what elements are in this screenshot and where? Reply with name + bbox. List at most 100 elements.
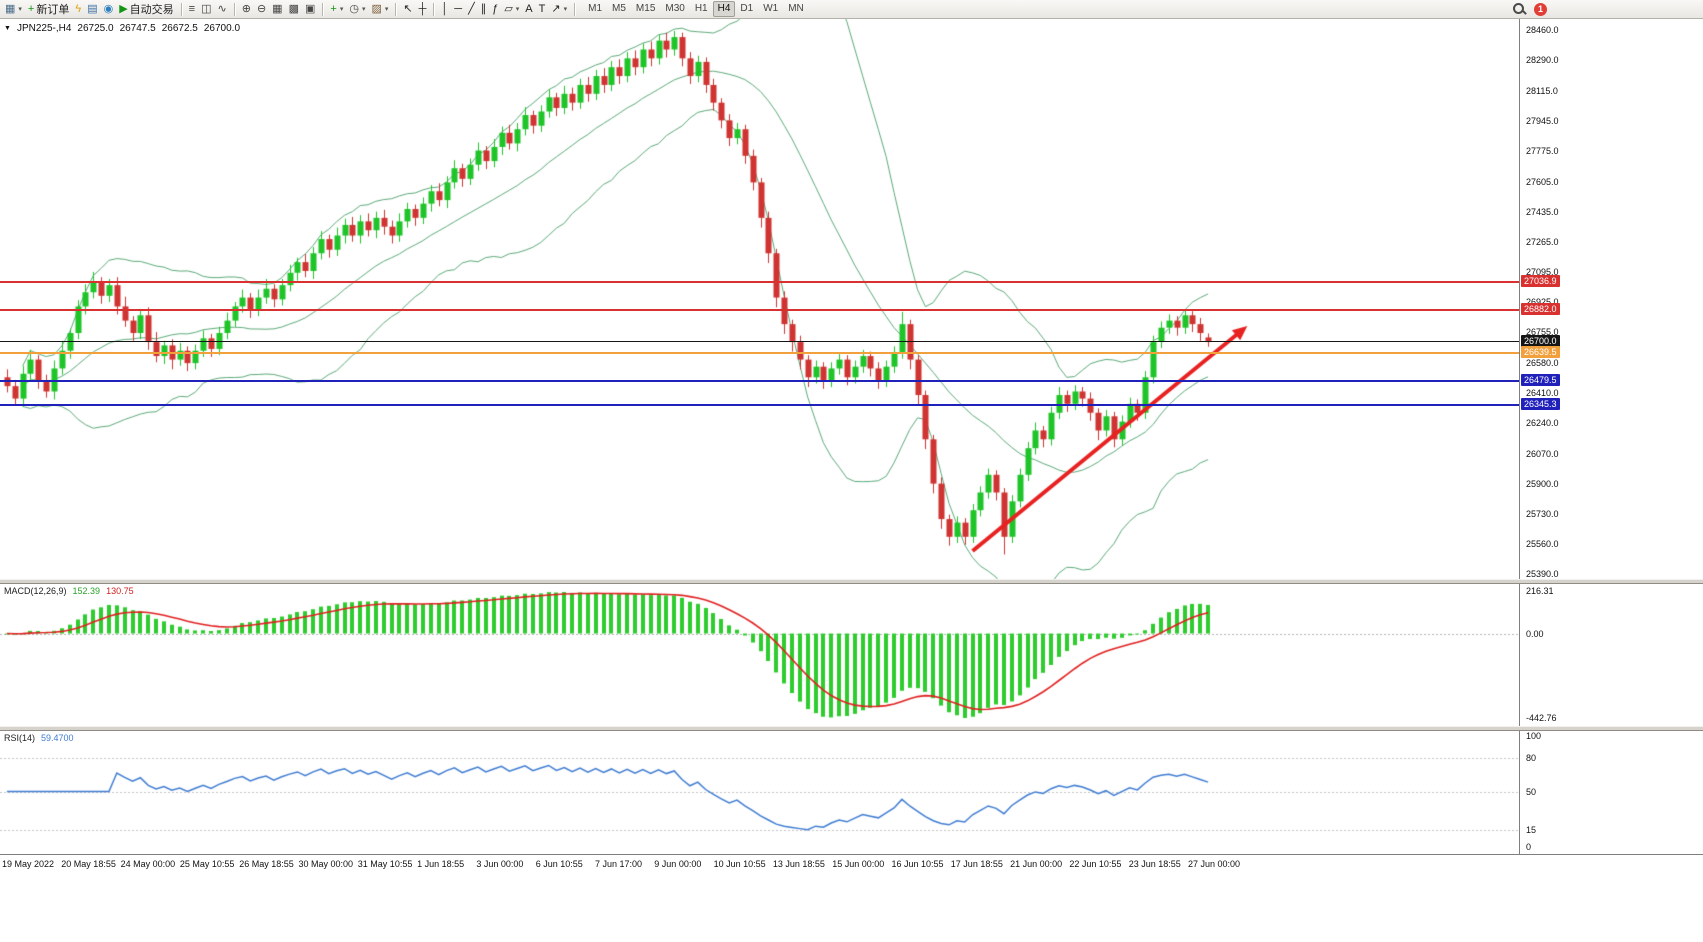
tile-windows-icon[interactable]: ▦ [269, 1, 285, 17]
timeframe-switcher: M1 M5 M15 M30 H1 H4 D1 W1 MN [583, 1, 809, 17]
text-icon: A [525, 3, 533, 15]
support-line-upper[interactable] [0, 379, 1519, 382]
arrow-object-icon: ↗ [551, 3, 561, 15]
lightning-icon[interactable]: ϟ [72, 1, 84, 17]
price-axis-label: 27435.0 [1526, 206, 1559, 217]
shapes-icon[interactable]: ▱ ▾ [501, 1, 522, 17]
time-axis-label: 30 May 00:00 [298, 859, 354, 869]
price-axis-label: 27945.0 [1526, 116, 1559, 127]
tile-windows-icon: ▦ [272, 3, 283, 15]
timeframe-m5[interactable]: M5 [612, 3, 626, 14]
arrow-object-icon[interactable]: ↗ ▾ [548, 1, 570, 17]
resistance-line-upper-price-badge: 27036.9 [1521, 275, 1560, 288]
timeframe-h1[interactable]: H1 [694, 3, 708, 14]
crosshair-icon[interactable]: ┼ [416, 1, 430, 17]
macd-chart-canvas[interactable] [0, 584, 1519, 726]
templates-icon[interactable]: ▨ ▾ [368, 1, 391, 17]
time-axis-label: 16 Jun 10:55 [891, 859, 944, 869]
macd-panel[interactable]: MACD(12,26,9) 152.39 130.75 [0, 584, 1519, 726]
rsi-panel[interactable]: RSI(14) 59.4700 [0, 731, 1519, 854]
time-axis[interactable]: 19 May 2022 20 May 18:55 24 May 00:00 25 Ma… [0, 854, 1703, 873]
line-chart-type-icon[interactable]: ∿ [215, 1, 230, 17]
chevron-down-icon[interactable]: ▼ [4, 25, 11, 32]
price-axis-label: 28115.0 [1526, 86, 1558, 97]
arrange-windows-icon: ▣ [304, 3, 316, 15]
candlestick-chart-canvas[interactable] [0, 19, 1519, 579]
pivot-line-orange-price-badge: 26639.5 [1521, 345, 1560, 358]
support-line-lower[interactable] [0, 403, 1519, 406]
price-axis-label: 26580.0 [1526, 358, 1559, 369]
periods-icon[interactable]: ◷ ▾ [346, 1, 368, 17]
text-label-icon[interactable]: T [536, 1, 549, 17]
arrange-windows-icon[interactable]: ▣ [302, 1, 318, 17]
time-axis-label: 31 May 10:55 [357, 859, 413, 869]
vertical-line-icon[interactable]: │ [438, 1, 451, 17]
price-axis-label: 27605.0 [1526, 176, 1559, 187]
notification-badge[interactable]: 1 [1534, 2, 1547, 16]
close-value: 26700.0 [203, 23, 241, 34]
timeframe-mn[interactable]: MN [788, 3, 804, 14]
market-watch-icon[interactable]: ◉ [101, 1, 117, 17]
pivot-line-orange[interactable] [0, 351, 1519, 354]
cursor-icon[interactable]: ↖ [400, 1, 415, 17]
timeframe-m15[interactable]: M15 [635, 3, 656, 14]
fibonacci-icon[interactable]: ƒ [489, 1, 501, 17]
play-icon: ▶ [119, 3, 128, 15]
new-chart-icon[interactable]: ▦ ▾ [2, 1, 25, 17]
cursor-icon: ↖ [403, 3, 413, 15]
macd-indicator-label: MACD(12,26,9) 152.39 130.75 [4, 586, 134, 596]
market-watch-icon: ◉ [103, 3, 114, 15]
zoom-in-icon[interactable]: ⊕ [239, 1, 254, 17]
text-icon[interactable]: A [522, 1, 535, 17]
timeframe-h4[interactable]: H4 [712, 1, 736, 17]
macd-axis: 216.31 0.00 -442.76 [1519, 584, 1703, 726]
bar-chart-type-icon[interactable]: ≡ [186, 1, 198, 17]
vertical-line-icon: │ [441, 3, 449, 15]
magnifier-circle [1513, 3, 1524, 14]
chevron-down-icon: ▾ [563, 6, 568, 13]
rsi-chart-canvas[interactable] [0, 731, 1519, 854]
search-icon[interactable] [1512, 2, 1527, 16]
support-line-upper-price-badge: 26479.5 [1521, 373, 1560, 386]
auto-trading-button[interactable]: ▶ 自动交易 [116, 1, 176, 17]
zoom-out-icon[interactable]: ⊖ [254, 1, 269, 17]
rsi-axis-label: 0 [1526, 842, 1532, 852]
macd-axis-label: 0.00 [1526, 628, 1544, 639]
price-axis-label: 25900.0 [1526, 478, 1559, 489]
rsi-axis-label: 80 [1526, 753, 1537, 764]
horizontal-line-icon[interactable]: ─ [451, 1, 465, 17]
rsi-axis-label: 50 [1526, 786, 1537, 797]
price-axis-label: 26240.0 [1526, 418, 1559, 429]
price-axis[interactable]: 28460.0 28290.0 28115.0 27945.0 27775.0 27605… [1519, 19, 1703, 579]
time-axis-label: 7 Jun 17:00 [595, 859, 643, 869]
chevron-down-icon: ▾ [339, 6, 344, 13]
cascade-windows-icon[interactable]: ▩ [286, 1, 302, 17]
price-axis-label: 26755.0 [1526, 327, 1559, 338]
timeframe-w1[interactable]: W1 [763, 3, 779, 14]
panel-resize-handle[interactable] [0, 579, 1703, 584]
panel-resize-handle[interactable] [0, 726, 1703, 731]
timeframe-m1[interactable]: M1 [588, 3, 603, 14]
main-chart-panel[interactable]: ▼ JPN225-,H4 26725.0 26747.5 26672.5 267… [0, 19, 1519, 579]
chevron-down-icon: ▾ [18, 6, 22, 13]
channel-icon: ∥ [480, 3, 487, 15]
shapes-icon: ▱ [504, 3, 513, 15]
bar-chart-type-icon: ≡ [188, 3, 196, 15]
candlestick-type-icon[interactable]: ◫ [198, 1, 214, 17]
rsi-axis-label: 15 [1526, 825, 1537, 836]
trendline-icon[interactable]: ╱ [465, 1, 478, 17]
toolbar-separator [574, 2, 576, 16]
current-price-line[interactable] [0, 341, 1519, 343]
resistance-line-upper[interactable] [0, 281, 1519, 284]
timeframe-d1[interactable]: D1 [740, 3, 754, 14]
resistance-line-lower[interactable] [0, 308, 1519, 311]
metaeditor-icon[interactable]: ▤ [84, 1, 100, 17]
current-price-line-price-badge: 26700.0 [1521, 334, 1560, 347]
price-axis-label: 27775.0 [1526, 146, 1559, 157]
toolbar-separator [395, 2, 397, 16]
channel-icon[interactable]: ∥ [478, 1, 490, 17]
zoom-out-icon: ⊖ [256, 3, 267, 15]
indicators-add-icon[interactable]: + ▾ [327, 1, 346, 17]
new-order-button[interactable]: + 新订单 [25, 1, 72, 17]
timeframe-m30[interactable]: M30 [665, 3, 685, 14]
